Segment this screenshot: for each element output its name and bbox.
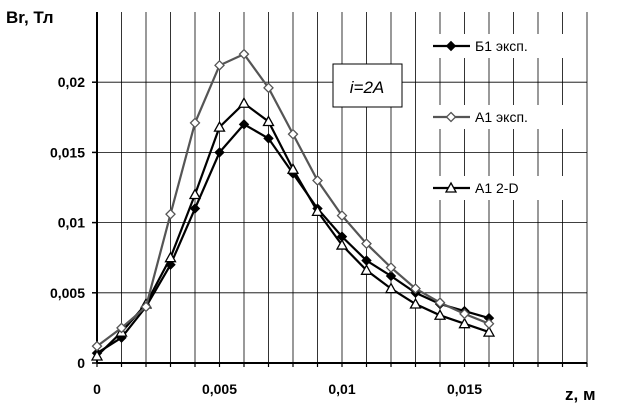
data-point-diamond-filled [189,203,201,214]
data-point-diamond-open [238,48,250,60]
data-point-diamond-open [116,322,127,334]
data-point-diamond-open [483,318,495,330]
data-point-triangle-open [433,308,447,320]
data-point-triangle-open [286,162,300,174]
data-point-diamond-open [91,340,103,352]
legend: Б1 эксп. А1 эксп. А1 2-D [426,34,576,200]
legend-label: А1 2-D [475,180,519,196]
legend-item: Б1 эксп. [426,34,576,58]
data-point-triangle-open [262,115,275,127]
data-point-diamond-filled [385,270,397,282]
annotation-box: i=2A [332,63,403,108]
data-point-diamond-filled [445,40,457,52]
y-tick-label: 0,01 [58,215,85,231]
data-point-diamond-open [434,297,446,309]
series-3 [90,96,496,361]
data-point-diamond-filled [263,133,274,144]
x-axis-title: z, м [565,385,596,404]
data-point-triangle-open [188,188,202,200]
y-tick-label: 0,005 [50,285,85,301]
y-tick-label: 0,015 [50,144,85,160]
data-point-triangle-open [237,96,251,108]
legend-item: А1 эксп. [426,105,576,129]
data-point-triangle-open [444,181,458,193]
data-point-diamond-open [189,117,201,129]
legend-label: А1 эксп. [475,109,528,125]
data-point-diamond-open [459,308,470,320]
legend-label: Б1 эксп. [475,38,528,54]
x-tick-label: 0 [93,381,101,397]
series-layer [90,48,496,361]
data-point-diamond-open [263,82,274,94]
data-point-diamond-open [140,301,152,313]
x-tick-label: 0,005 [202,381,237,397]
y-tick-label: 0 [77,355,85,371]
data-point-diamond-filled [214,147,225,158]
data-point-diamond-open [312,175,323,186]
annotation-frame [332,63,403,108]
data-point-triangle-open [458,317,471,329]
data-point-triangle-open [384,282,398,294]
legend-item: А1 2-D [426,176,576,200]
data-point-diamond-open [445,111,457,123]
data-point-triangle-open [409,297,422,309]
data-point-triangle-open [335,238,349,250]
x-tick-label: 0,01 [328,381,355,397]
data-point-diamond-open [287,128,299,140]
data-point-triangle-open [311,205,324,217]
data-point-diamond-open [410,283,421,295]
data-point-triangle-open [360,263,373,275]
data-point-diamond-open [165,208,176,220]
series-2 [91,48,495,352]
x-tick-label: 0,015 [447,381,482,397]
data-point-diamond-open [214,59,225,71]
data-point-diamond-open [336,210,348,221]
data-point-diamond-open [361,238,372,250]
annotation-label: i=2A [350,78,385,97]
data-point-triangle-open [90,349,104,361]
data-point-triangle-open [213,120,226,132]
data-point-diamond-filled [238,119,250,130]
data-point-diamond-open [385,262,397,273]
data-point-triangle-open [482,325,496,337]
x-tick-labels: 0 0,005 0,01 0,015 [93,381,482,397]
data-point-triangle-open [164,251,177,263]
y-tick-label: 0,02 [58,74,85,90]
y-axis-title: Br, Тл [6,8,54,27]
axes [92,12,588,367]
y-tick-labels: 0 0,005 0,01 0,015 0,02 [50,74,85,371]
